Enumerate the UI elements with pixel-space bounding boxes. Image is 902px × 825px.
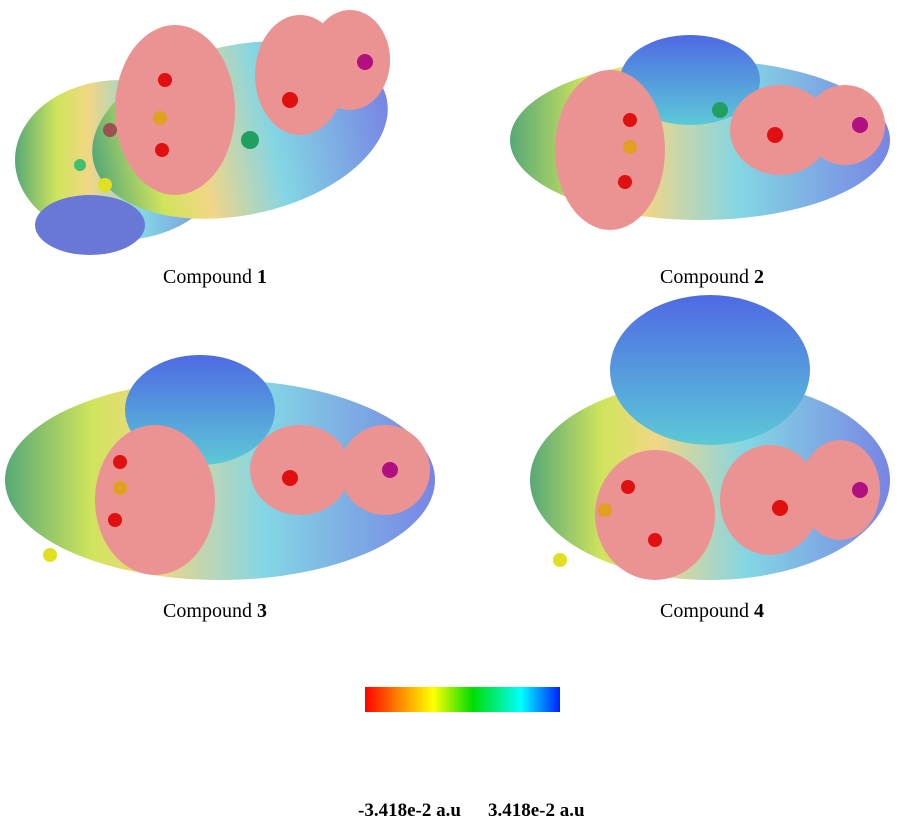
text: Compound [660, 600, 749, 622]
page: Compound 1 Compound 2 Compound 3 Compoun… [0, 0, 902, 825]
molecule-4 [530, 295, 890, 580]
text: 2 [754, 266, 764, 288]
text: Compound [660, 266, 749, 288]
text: 3 [257, 600, 267, 622]
caption: Compound 4 [660, 600, 764, 623]
color-bar [365, 687, 560, 712]
molecule-3 [5, 355, 435, 580]
caption: Compound 2 [660, 266, 764, 289]
caption: Compound 3 [163, 600, 267, 623]
text: Compound [163, 600, 252, 622]
molecule-1 [15, 10, 404, 255]
scale-min-label: -3.418e-2 a.u [358, 800, 461, 822]
text: Compound [163, 266, 252, 288]
scale-max-label: 3.418e-2 a.u [488, 800, 585, 822]
figure-art [0, 0, 902, 825]
molecule-2 [510, 35, 890, 230]
text: 1 [257, 266, 267, 288]
text: 4 [754, 600, 764, 622]
caption: Compound 1 [163, 266, 267, 289]
